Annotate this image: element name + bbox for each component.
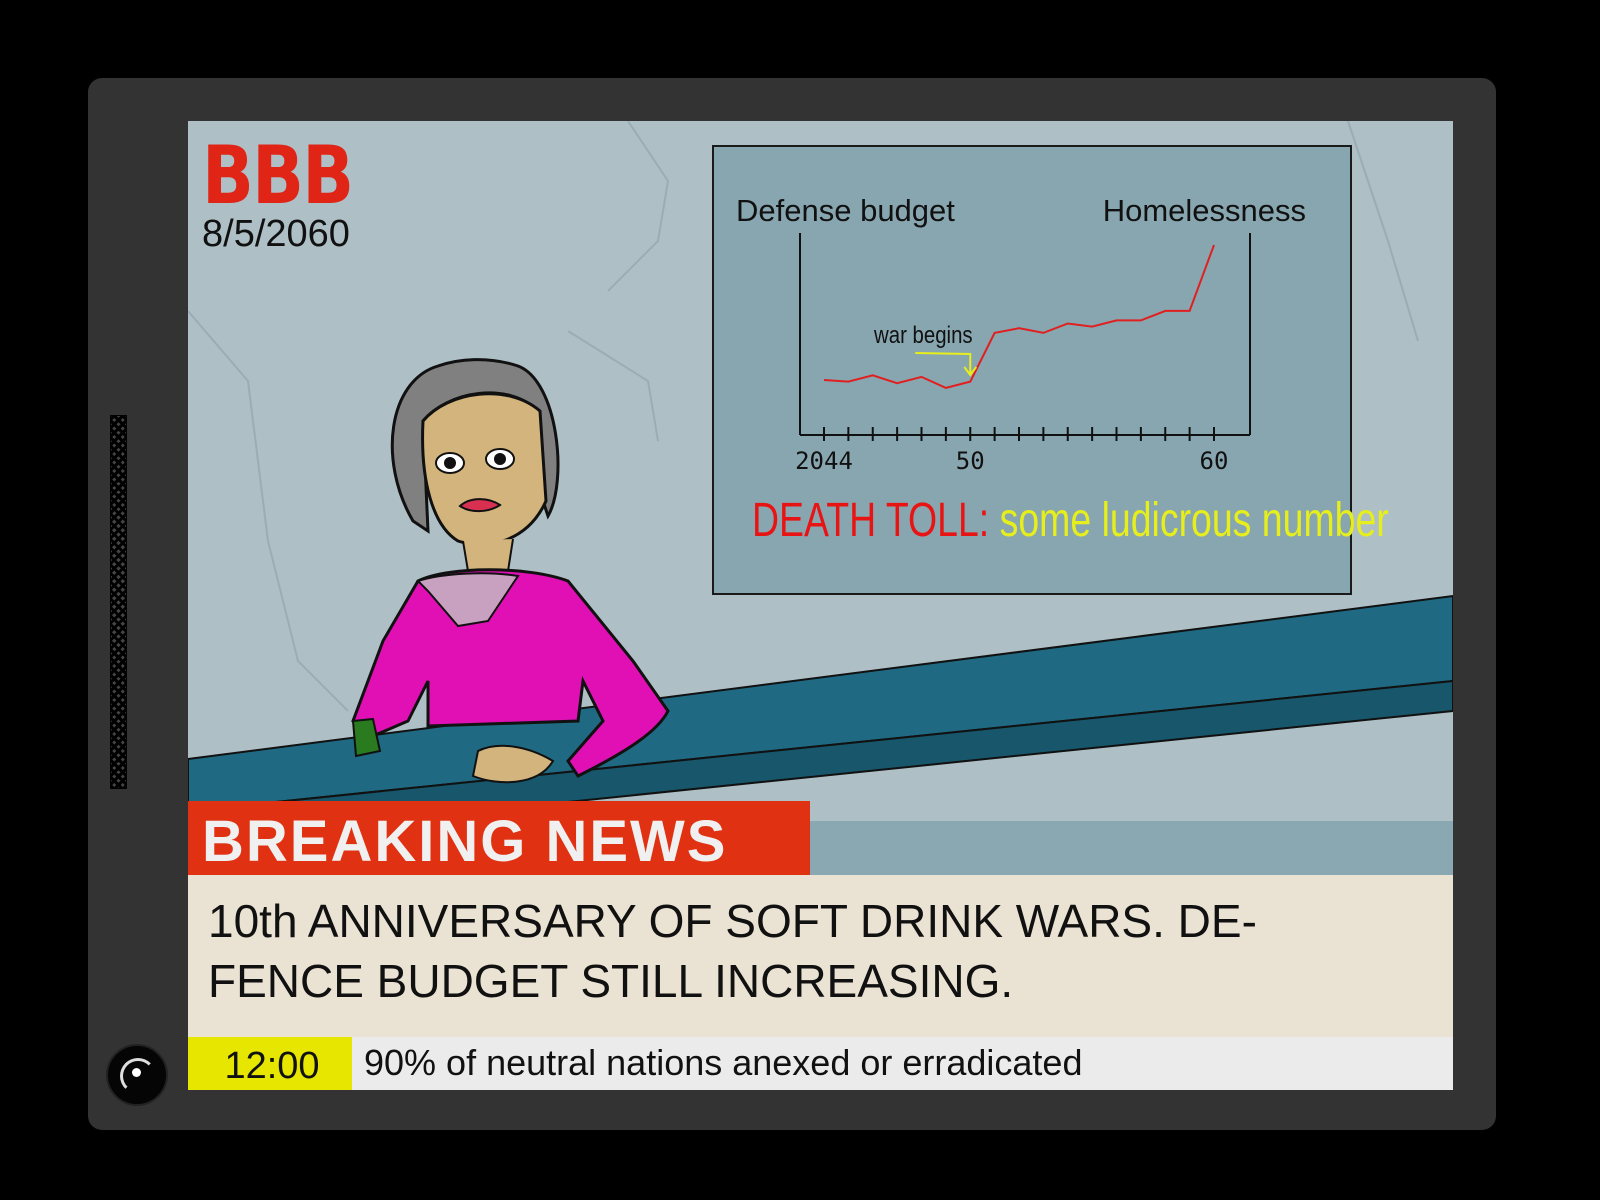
news-anchor xyxy=(351,358,670,784)
headline: 10th ANNIVERSARY OF SOFT DRINK WARS. DE-… xyxy=(188,875,1453,1039)
anchor-lips xyxy=(458,498,502,513)
chart-label-right: Homelessness xyxy=(1103,193,1306,228)
line-chart: Defense budget Homelessness war begins 2… xyxy=(736,193,1306,475)
anchor-jacket xyxy=(351,568,670,778)
wall-crack xyxy=(607,121,670,292)
tv-screen: BBB 8/5/2060 Defense budget Homelessness… xyxy=(188,121,1453,1090)
anchor-neck xyxy=(462,538,514,572)
power-knob[interactable] xyxy=(106,1044,168,1106)
chart-annotation: war begins xyxy=(873,321,973,348)
death-toll-value: some ludicrous number xyxy=(999,494,1389,547)
chart-board: Defense budget Homelessness war begins 2… xyxy=(712,145,1389,595)
chart-tick-label: 2044 xyxy=(795,447,853,475)
breaking-news-banner: BREAKING NEWS xyxy=(188,801,810,883)
annotation-arrow-icon xyxy=(915,352,978,377)
headline-line: FENCE BUDGET STILL INCREASING. xyxy=(208,955,1014,1007)
anchor-collar xyxy=(416,572,520,628)
headline-line: 10th ANNIVERSARY OF SOFT DRINK WARS. DE- xyxy=(208,895,1257,947)
channel-logo: BBB xyxy=(202,129,354,222)
anchor-cuff-patch xyxy=(351,717,382,758)
ticker-text: 90% of neutral nations anexed or erradic… xyxy=(364,1042,1083,1083)
news-ticker: 12:00 90% of neutral nations anexed or e… xyxy=(188,1037,1453,1090)
broadcast-date: 8/5/2060 xyxy=(202,213,350,255)
anchor-face xyxy=(421,392,548,547)
anchor-pupil xyxy=(494,453,506,465)
anchor-hands xyxy=(471,744,555,784)
chart-tick-label: 50 xyxy=(956,447,985,475)
chart-series-line xyxy=(823,244,1215,389)
chart-tick-label: 60 xyxy=(1200,447,1229,475)
anchor-pupil xyxy=(444,457,456,469)
ticker-time: 12:00 xyxy=(188,1037,352,1090)
chart-label-left: Defense budget xyxy=(736,193,955,228)
wall-crack xyxy=(1347,121,1419,342)
death-toll-label: DEATH TOLL: xyxy=(752,494,990,547)
wall-crack xyxy=(188,310,349,712)
wall-crack xyxy=(567,330,659,442)
speaker-grille xyxy=(110,415,127,789)
death-toll: DEATH TOLL: some ludicrous number xyxy=(752,493,1389,548)
